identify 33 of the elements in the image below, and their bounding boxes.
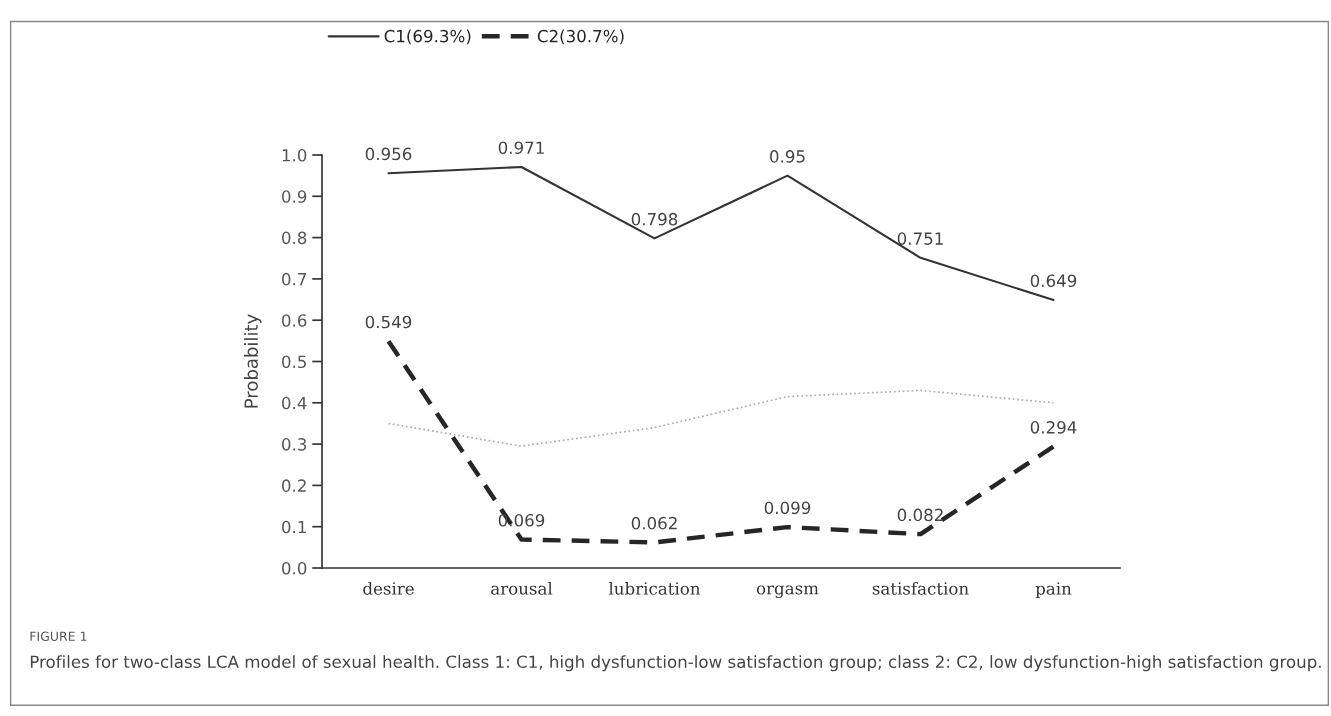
y-tick-label: 1.0 [282,148,307,162]
x-tick-label: desire [363,581,414,595]
x-tick-label: pain [1035,582,1072,599]
y-tick-label: 0.1 [282,520,306,534]
y-tick-label: 0.6 [282,314,307,327]
data-label: 0.549 [365,315,412,329]
y-axis-title: Probability [243,314,262,408]
data-label: 0.294 [1030,421,1077,434]
x-tick-label: lubrication [608,581,701,595]
data-label: 0.798 [631,212,678,226]
y-tick-label: 0.8 [282,231,307,245]
data-label: 0.062 [631,516,677,530]
y-tick-label: 0.2 [282,479,306,492]
data-label: 0.751 [897,232,943,245]
x-tick-label: arousal [491,581,553,595]
legend-label: C2(30.7%) [537,29,624,45]
caption: FIGURE 1 [30,631,87,641]
x-tick-label: satisfaction [872,581,969,595]
y-tick-label: 0.5 [282,355,306,369]
data-label: 0.956 [365,147,412,161]
data-label: 0.95 [770,150,805,163]
y-tick-label: 0.3 [282,438,307,451]
y-tick-label: 0.7 [282,272,306,286]
data-label: 0.099 [764,501,811,515]
legend-label: C1(69.3%) [384,29,471,45]
y-tick-label: 0.9 [282,190,307,203]
data-label: 0.649 [1030,274,1077,288]
text: Profiles for two-class LCA model of sexual health. Class 1: C1, high dysfunction-low satisfaction group; class 2: C2, low dysfunction-high satisfaction group. [30,655,1321,672]
y-tick-label: 0.0 [282,561,307,575]
data-label: 0.971 [498,141,544,155]
data-label: 0.082 [897,508,943,522]
y-tick-label: 0.4 [282,396,307,410]
x-tick-label: orgasm [756,585,819,599]
